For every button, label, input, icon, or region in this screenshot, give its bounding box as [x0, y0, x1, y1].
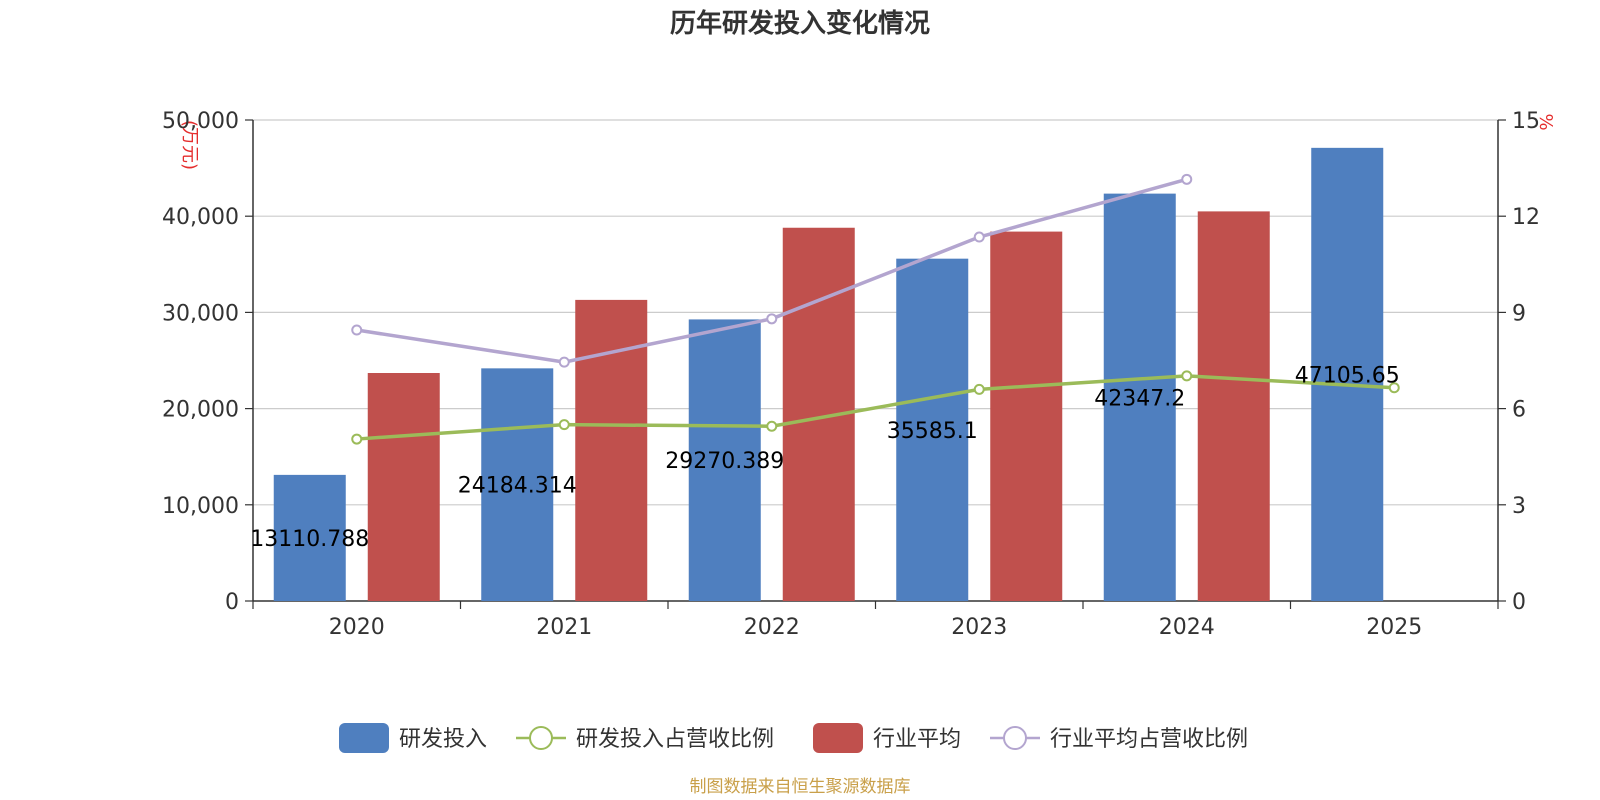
x-tick-label: 2020	[329, 615, 385, 640]
data-labels: 13110.788 24184.314 29270.389 35585.1 42347.…	[250, 363, 1399, 552]
rd-ratio-point	[1388, 382, 1400, 394]
chart-title: 历年研发投入变化情况	[670, 8, 930, 39]
left-tick-label: 0	[225, 590, 239, 615]
industry-ratio-point	[766, 313, 778, 325]
left-tick-label: 30,000	[162, 301, 239, 326]
industry-bar	[1197, 211, 1270, 601]
rd-ratio-point	[351, 433, 363, 445]
legend-label[interactable]: 行业平均	[873, 727, 961, 752]
right-tick-label: 0	[1512, 590, 1526, 615]
industry-ratio-point	[351, 324, 363, 336]
legend-label[interactable]: 研发投入占营收比例	[576, 727, 774, 752]
left-tick-label: 10,000	[162, 494, 239, 519]
industry-ratio-point	[973, 231, 985, 243]
x-tick-label: 2021	[536, 615, 592, 640]
legend-marker[interactable]	[529, 726, 553, 750]
legend-swatch[interactable]	[339, 723, 389, 753]
right-tick-label: 6	[1512, 398, 1526, 423]
industry-ratio-point	[558, 356, 570, 368]
right-axis-unit: %	[1535, 113, 1556, 130]
rd-ratio-point	[766, 420, 778, 432]
right-tick-label: 3	[1512, 494, 1526, 519]
rd-bar	[1311, 147, 1384, 602]
bar-data-label: 13110.788	[250, 527, 369, 552]
left-tick-label: 40,000	[162, 205, 239, 230]
x-tick-label: 2025	[1366, 615, 1422, 640]
right-tick-label: 9	[1512, 301, 1526, 326]
legend[interactable]: 研发投入 研发投入占营收比例 行业平均 行业平均占营收比例	[339, 723, 1248, 753]
x-tick-label: 2022	[744, 615, 800, 640]
industry-bar	[575, 299, 648, 601]
bar-data-label: 35585.1	[887, 419, 978, 444]
rd-bar	[481, 368, 554, 601]
rd-bar	[273, 474, 346, 601]
bar-data-label: 29270.389	[665, 449, 784, 474]
rd-bar	[688, 319, 761, 601]
rd-ratio-point	[558, 419, 570, 431]
industry-bar	[367, 373, 440, 601]
left-tick-label: 50,000	[162, 109, 239, 134]
rd-bar	[1103, 193, 1176, 601]
bars	[273, 147, 1384, 602]
rd-ratio-line	[356, 374, 1395, 441]
lines	[351, 173, 1400, 445]
grid	[253, 119, 1498, 506]
x-tick-label: 2023	[951, 615, 1007, 640]
bar-data-label: 47105.65	[1295, 363, 1400, 388]
legend-marker[interactable]	[1003, 726, 1027, 750]
rd-ratio-point	[1181, 370, 1193, 382]
axes: 0 10,000 20,000 30,000 40,000 50,000 0 3 6 9 12 15 2…	[162, 109, 1540, 640]
legend-swatch[interactable]	[813, 723, 863, 753]
industry-bar	[990, 231, 1063, 602]
bar-data-label: 42347.2	[1094, 386, 1185, 411]
right-tick-label: 12	[1512, 205, 1540, 230]
bar-data-label: 24184.314	[458, 474, 577, 499]
legend-label[interactable]: 研发投入	[399, 727, 487, 752]
rd-bar	[896, 258, 969, 601]
right-tick-label: 15	[1512, 109, 1540, 134]
legend-label[interactable]: 行业平均占营收比例	[1050, 727, 1248, 752]
industry-ratio-point	[1181, 173, 1193, 185]
rd-ratio-point	[973, 383, 985, 395]
left-tick-label: 20,000	[162, 398, 239, 423]
source-note: 制图数据来自恒生聚源数据库	[690, 777, 911, 797]
x-tick-label: 2024	[1159, 615, 1215, 640]
left-axis-unit: (万元)	[179, 120, 200, 170]
